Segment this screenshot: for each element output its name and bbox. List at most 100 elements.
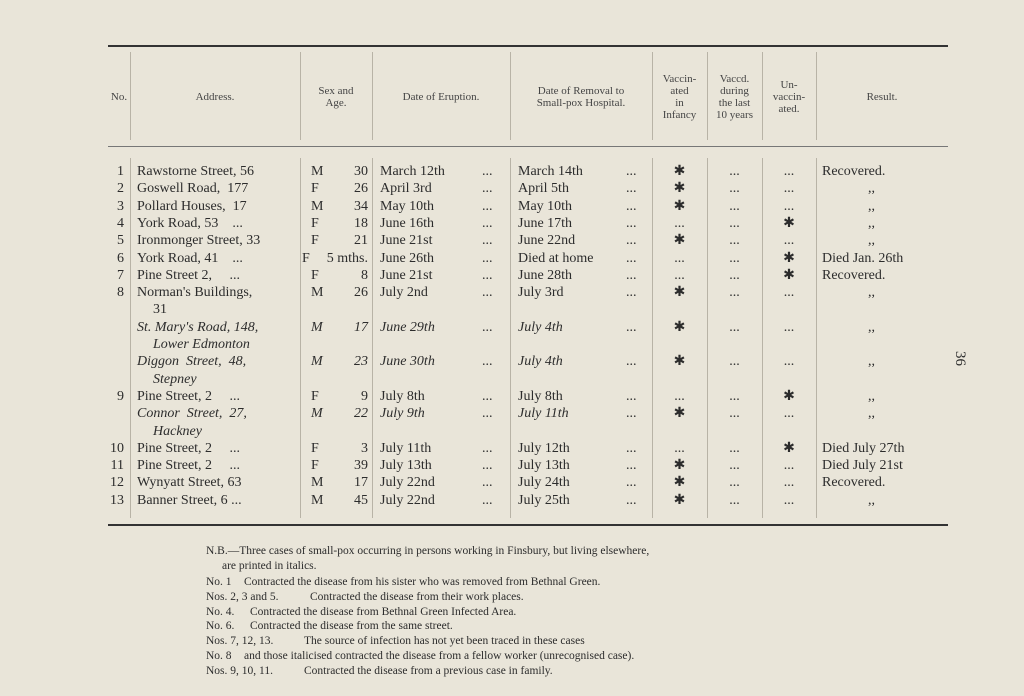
vaccination-unvaccinated: ...: [783, 458, 795, 474]
note-text: The source of infection has not yet been…: [304, 635, 585, 648]
eruption-date: June 21st: [380, 233, 433, 249]
result: ,,: [868, 285, 875, 301]
note-text: Contracted the disease from a previous c…: [304, 664, 553, 677]
removal-date: April 5th: [518, 181, 569, 197]
row-number: 5: [117, 233, 124, 249]
row-number: 8: [117, 285, 124, 301]
removal-date: July 11th: [518, 406, 569, 422]
vaccination-infancy: ✱: [673, 492, 686, 508]
eruption-date: March 12th: [380, 164, 445, 179]
vaccination-unvaccinated: ...: [783, 319, 795, 335]
leader-dots: ...: [482, 215, 493, 231]
leader-dots: ...: [626, 285, 637, 301]
sex: M: [311, 198, 324, 214]
vaccination-infancy: ...: [674, 388, 685, 404]
address: 31: [153, 302, 167, 318]
leader-dots: ...: [482, 285, 493, 301]
column-header: ated: [670, 85, 689, 97]
eruption-date: July 11th: [380, 440, 432, 456]
vaccination-unvaccinated: ✱: [783, 250, 795, 266]
eruption-date: July 22nd: [380, 475, 435, 491]
address: St. Mary's Road, 148,: [137, 319, 259, 335]
column-header: Small-pox Hospital.: [536, 97, 626, 109]
note-text: and those italicised contracted the dise…: [244, 650, 635, 662]
age: 26: [354, 285, 368, 301]
sex: M: [311, 475, 324, 491]
vaccination-unvaccinated: ✱: [783, 215, 795, 231]
eruption-date: June 21st: [380, 267, 433, 283]
result: ,,: [868, 354, 875, 370]
result: ,,: [868, 181, 875, 197]
address: Rawstorne Street, 56: [137, 164, 255, 179]
sex: M: [311, 285, 324, 301]
vaccination-recent: ...: [729, 492, 740, 508]
leader-dots: ...: [482, 233, 493, 249]
removal-date: March 14th: [518, 164, 583, 179]
leader-dots: ...: [482, 164, 493, 179]
leader-dots: ...: [626, 388, 637, 404]
eruption-date: April 3rd: [380, 181, 432, 197]
eruption-date: July 13th: [380, 458, 432, 474]
row-number: 12: [110, 475, 124, 491]
row-number: 7: [117, 267, 124, 283]
column-header: Sex and: [318, 85, 354, 97]
column-header: Result.: [866, 91, 898, 103]
leader-dots: ...: [482, 406, 493, 422]
vaccination-infancy: ✱: [673, 181, 686, 197]
vaccination-unvaccinated: ...: [783, 406, 795, 422]
leader-dots: ...: [626, 198, 637, 214]
result: ,,: [868, 215, 875, 231]
column-line: [510, 158, 511, 518]
row-number: 11: [110, 458, 124, 474]
age: 17: [354, 319, 368, 335]
address: Pine Street 2, ...: [137, 267, 241, 283]
sex: F: [311, 267, 319, 283]
result: ,,: [868, 319, 875, 335]
vaccination-infancy: ✱: [673, 319, 686, 335]
leader-dots: ...: [626, 181, 637, 197]
note-label: No. 4.: [206, 605, 235, 618]
age: 39: [354, 458, 368, 474]
column-header: Age.: [325, 97, 347, 109]
column-header: in: [675, 97, 684, 109]
sex: F: [311, 388, 319, 404]
row-number: 1: [117, 164, 124, 179]
eruption-date: July 9th: [380, 406, 425, 422]
age: 17: [354, 475, 368, 491]
removal-date: July 25th: [518, 492, 570, 508]
vaccination-infancy: ✱: [673, 458, 686, 474]
vaccination-unvaccinated: ✱: [783, 388, 795, 404]
sex: M: [311, 492, 324, 508]
vaccination-infancy: ✱: [673, 198, 686, 214]
removal-date: June 28th: [518, 267, 573, 283]
removal-date: June 22nd: [518, 233, 576, 249]
vaccination-infancy: ✱: [673, 285, 686, 301]
row-number: 6: [117, 250, 124, 266]
age: 21: [354, 233, 368, 249]
vaccination-recent: ...: [729, 285, 740, 301]
leader-dots: ...: [626, 250, 637, 266]
eruption-date: May 10th: [380, 198, 435, 214]
vaccination-recent: ...: [729, 181, 740, 197]
column-header: 10 years: [716, 109, 753, 121]
sex: F: [311, 458, 319, 474]
age: 23: [354, 354, 368, 370]
note-label: No. 1: [206, 576, 232, 588]
leader-dots: ...: [482, 319, 493, 335]
column-line: [652, 52, 653, 140]
address: York Road, 53 ...: [137, 215, 243, 231]
result: ,,: [868, 492, 875, 508]
result: Died Jan. 26th: [822, 250, 904, 266]
column-header: vaccin-: [772, 91, 806, 103]
vaccination-unvaccinated: ...: [783, 285, 795, 301]
age: 34: [354, 198, 368, 214]
page-number: 36: [952, 351, 968, 366]
vaccination-unvaccinated: ...: [783, 233, 795, 249]
note-label: No. 6.: [206, 620, 235, 633]
column-line: [372, 158, 373, 518]
removal-date: July 12th: [518, 440, 570, 456]
column-line: [707, 158, 708, 518]
address: Wynyatt Street, 63: [137, 475, 242, 491]
address: Norman's Buildings,: [137, 285, 253, 301]
